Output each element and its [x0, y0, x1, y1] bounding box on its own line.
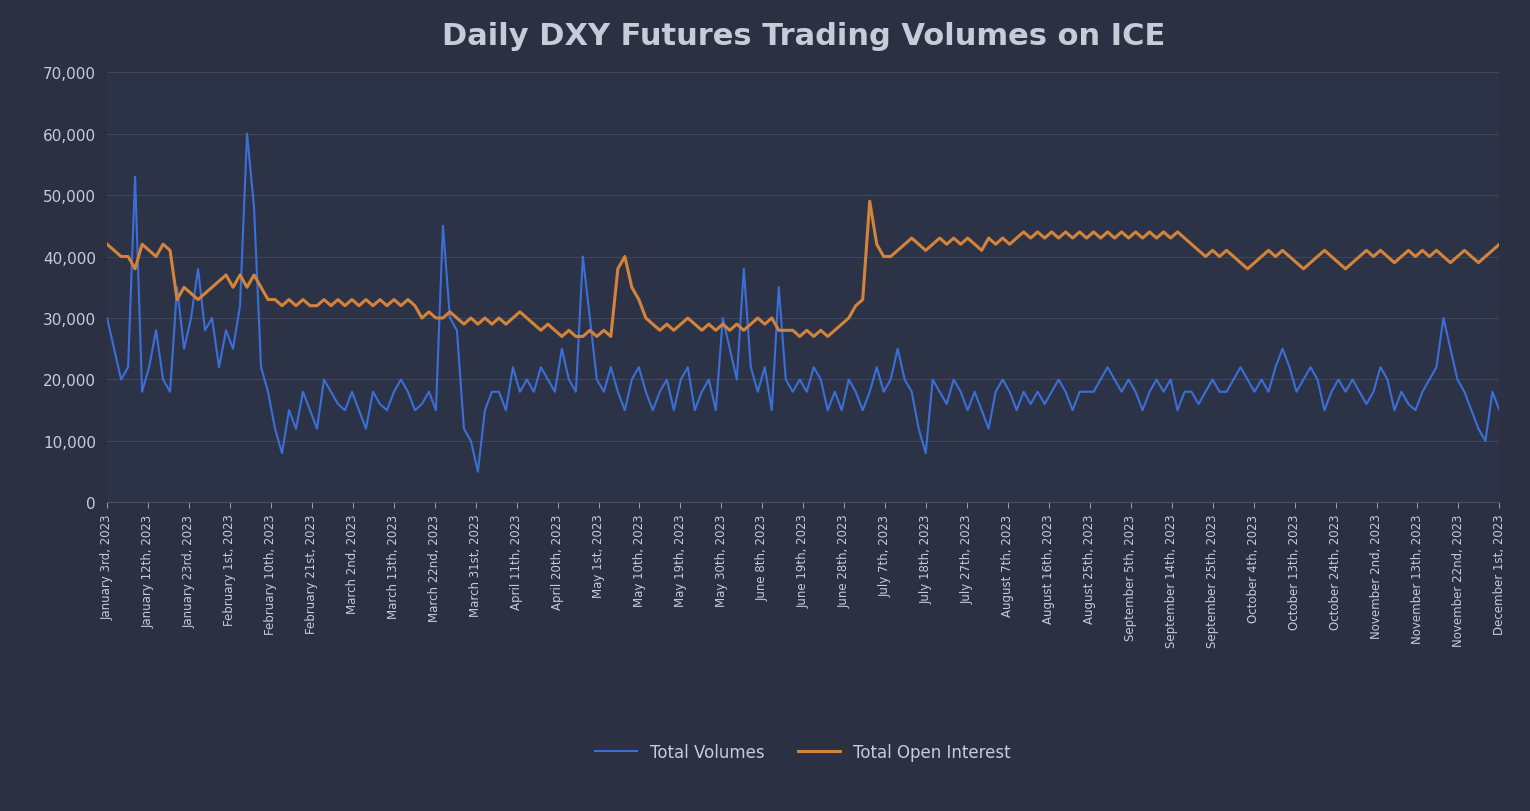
Title: Daily DXY Futures Trading Volumes on ICE: Daily DXY Futures Trading Volumes on ICE — [442, 22, 1164, 51]
Line: Total Open Interest: Total Open Interest — [107, 202, 1499, 337]
Total Volumes — [483, 388, 502, 397]
Legend: Total Volumes, Total Open Interest: Total Volumes, Total Open Interest — [595, 743, 1011, 761]
Total Volumes — [182, 314, 200, 324]
Total Volumes — [98, 314, 116, 324]
Total Volumes — [364, 388, 382, 397]
Total Open Interest — [1490, 240, 1509, 250]
Total Volumes — [1490, 406, 1509, 415]
Line: Total Volumes: Total Volumes — [107, 135, 1499, 472]
Total Open Interest — [155, 240, 173, 250]
Total Volumes — [1434, 314, 1452, 324]
Total Open Interest — [1434, 252, 1452, 262]
Total Volumes — [1385, 406, 1403, 415]
Total Open Interest — [552, 333, 571, 342]
Total Volumes — [468, 467, 487, 477]
Total Volumes — [155, 375, 173, 385]
Total Open Interest — [468, 320, 487, 329]
Total Open Interest — [182, 290, 200, 299]
Total Open Interest — [1385, 259, 1403, 268]
Total Open Interest — [860, 197, 878, 207]
Total Open Interest — [98, 240, 116, 250]
Total Open Interest — [356, 295, 375, 305]
Total Volumes — [237, 130, 256, 139]
